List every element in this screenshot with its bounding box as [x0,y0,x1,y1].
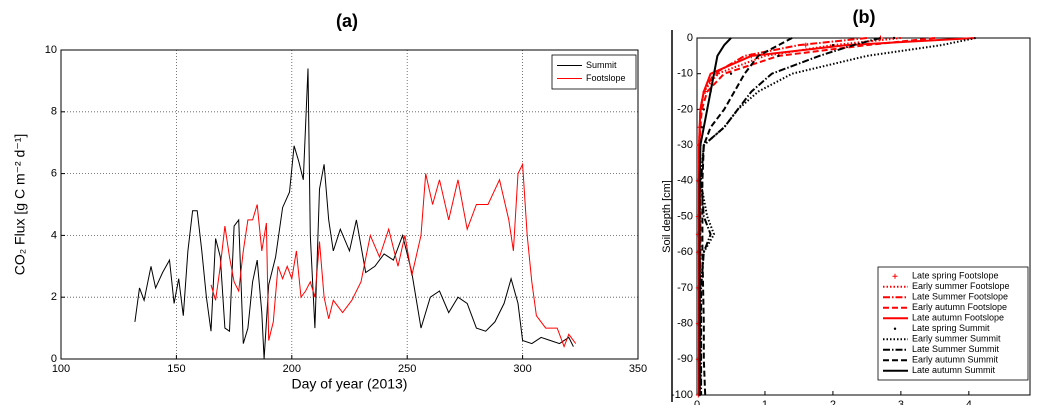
x-tick-label: 100 [52,363,70,375]
x-tick-label: 3 [898,399,904,405]
legend-label: Footslope [586,73,626,83]
legend-label: Late spring Footslope [912,271,999,281]
marker [777,54,780,58]
x-tick-label: 250 [398,363,416,375]
plot-frame [60,49,639,360]
y-tick-label: -90 [677,353,693,365]
legend-label: Late autumn Footslope [912,313,1004,323]
x-tick-label: 350 [629,363,647,375]
y-tick-label: -30 [677,139,693,151]
x-tick-label: 1 [762,399,768,405]
x-tick-label: 300 [513,363,531,375]
y-tick-label: -20 [677,103,693,115]
y-tick-label: -80 [677,318,693,330]
legend-label: Early autumn Footslope [912,302,1007,312]
y-tick-label: 4 [51,229,57,241]
y-tick-label: 6 [51,168,57,180]
series-line [700,37,881,395]
y-tick-label: 2 [51,291,57,303]
y-tick-label: -50 [677,210,693,222]
legend-label: Late Summer Footslope [912,292,1008,302]
chart-title: (b) [853,7,876,27]
x-tick-label: 150 [167,363,185,375]
x-tick-label: 2 [830,399,836,405]
legend-box [551,54,637,90]
x-tick-label: 0 [694,399,700,405]
legend-label: Early autumn Summit [912,355,999,365]
y-tick-label: -60 [677,246,693,258]
y-axis-label: Soil depth [cm] [661,180,673,253]
legend-label: Summit [586,60,617,70]
legend-label: Late Summer Summit [912,344,1000,354]
marker [892,36,896,40]
y-tick-label: -70 [677,282,693,294]
marker [831,43,835,47]
y-tick-label: 10 [45,44,57,56]
legend-label: Early summer Footslope [912,281,1010,291]
y-tick-label: -10 [677,68,693,80]
x-tick-label: 4 [966,399,972,405]
marker [702,108,705,111]
chart-title: (a) [336,11,358,31]
y-tick-label: -100 [671,389,693,401]
series-line [134,68,574,360]
legend-label: Early summer Summit [912,334,1001,344]
legend-swatch [893,327,897,330]
x-tick-label: 200 [283,363,301,375]
marker [700,126,703,129]
y-tick-label: 0 [687,32,693,44]
marker [729,72,733,75]
y-axis-label: CO₂ Flux [g C m⁻² d⁻¹] [12,134,28,276]
y-tick-label: 0 [51,353,57,365]
y-tick-label: 8 [51,106,57,118]
legend-label: Late spring Summit [912,323,990,333]
y-tick-label: -40 [677,175,693,187]
legend-label: Late autumn Summit [912,365,996,375]
x-axis-label: Day of year (2013) [292,376,408,392]
series-line [210,162,577,349]
legend-swatch [892,273,898,279]
series-line [701,37,793,396]
series-line [698,37,732,395]
